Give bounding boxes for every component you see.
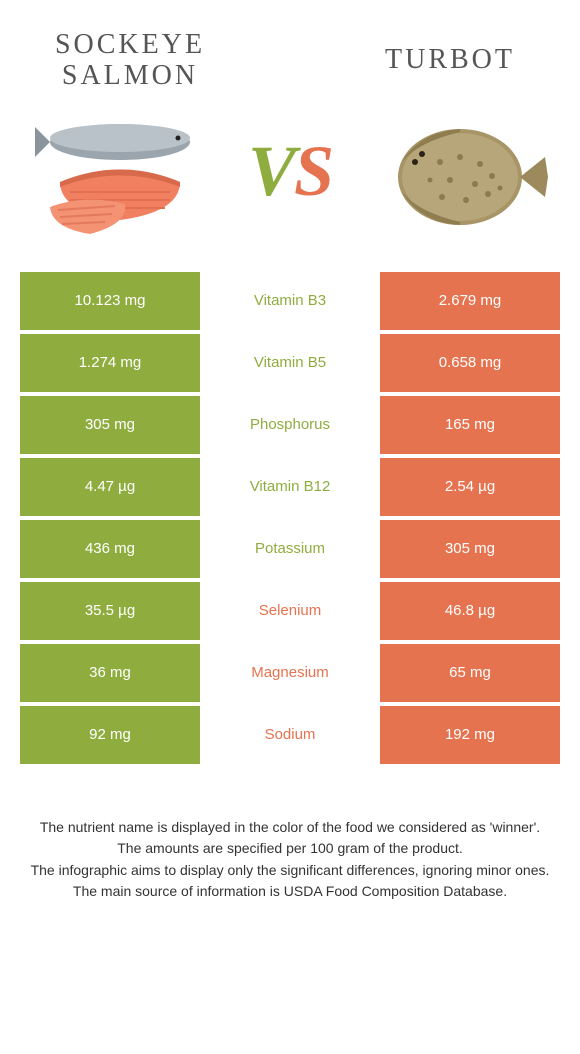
nutrient-name: Vitamin B12 — [200, 458, 380, 516]
nutrient-table: 10.123 mgVitamin B32.679 mg1.274 mgVitam… — [20, 272, 560, 764]
nutrient-name: Vitamin B3 — [200, 272, 380, 330]
right-value: 0.658 mg — [380, 334, 560, 392]
footer-line: The amounts are specified per 100 gram o… — [20, 839, 560, 859]
left-value: 1.274 mg — [20, 334, 200, 392]
nutrient-row: 92 mgSodium192 mg — [20, 706, 560, 764]
left-value: 10.123 mg — [20, 272, 200, 330]
right-value: 165 mg — [380, 396, 560, 454]
right-food-title: Turbot — [350, 45, 550, 76]
nutrient-row: 10.123 mgVitamin B32.679 mg — [20, 272, 560, 330]
nutrient-name: Magnesium — [200, 644, 380, 702]
right-value: 65 mg — [380, 644, 560, 702]
left-value: 436 mg — [20, 520, 200, 578]
footer-line: The nutrient name is displayed in the co… — [20, 818, 560, 838]
nutrient-name: Sodium — [200, 706, 380, 764]
right-value: 2.679 mg — [380, 272, 560, 330]
left-value: 35.5 µg — [20, 582, 200, 640]
left-value: 92 mg — [20, 706, 200, 764]
hero-row: VS — [0, 102, 580, 272]
left-value: 4.47 µg — [20, 458, 200, 516]
footer: The nutrient name is displayed in the co… — [0, 768, 580, 902]
left-food-title: Sockeye salmon — [30, 30, 230, 92]
salmon-image — [30, 102, 200, 242]
nutrient-row: 35.5 µgSelenium46.8 µg — [20, 582, 560, 640]
footer-line: The main source of information is USDA F… — [20, 882, 560, 902]
right-value: 46.8 µg — [380, 582, 560, 640]
nutrient-name: Selenium — [200, 582, 380, 640]
nutrient-name: Phosphorus — [200, 396, 380, 454]
nutrient-row: 4.47 µgVitamin B122.54 µg — [20, 458, 560, 516]
nutrient-name: Potassium — [200, 520, 380, 578]
nutrient-row: 36 mgMagnesium65 mg — [20, 644, 560, 702]
vs-v: V — [248, 131, 294, 211]
left-value: 36 mg — [20, 644, 200, 702]
right-value: 305 mg — [380, 520, 560, 578]
footer-line: The infographic aims to display only the… — [20, 861, 560, 881]
nutrient-row: 305 mgPhosphorus165 mg — [20, 396, 560, 454]
nutrient-row: 436 mgPotassium305 mg — [20, 520, 560, 578]
turbot-image — [380, 102, 550, 242]
right-value: 2.54 µg — [380, 458, 560, 516]
vs-label: VS — [248, 130, 332, 213]
right-value: 192 mg — [380, 706, 560, 764]
vs-s: S — [294, 131, 332, 211]
header: Sockeye salmon Turbot — [0, 0, 580, 102]
nutrient-name: Vitamin B5 — [200, 334, 380, 392]
left-value: 305 mg — [20, 396, 200, 454]
nutrient-row: 1.274 mgVitamin B50.658 mg — [20, 334, 560, 392]
